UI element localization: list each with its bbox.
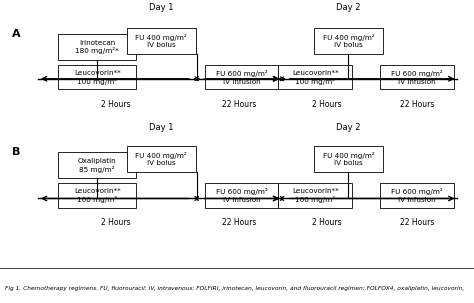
Text: 22 Hours: 22 Hours	[400, 100, 434, 109]
FancyBboxPatch shape	[58, 183, 136, 208]
Text: 2 Hours: 2 Hours	[101, 218, 131, 227]
Text: Day 2: Day 2	[336, 123, 361, 132]
Text: Day 1: Day 1	[149, 123, 173, 132]
Text: 22 Hours: 22 Hours	[222, 218, 256, 227]
FancyBboxPatch shape	[205, 65, 279, 89]
Text: FU 600 mg/m²
IV infusion: FU 600 mg/m² IV infusion	[216, 70, 268, 85]
FancyBboxPatch shape	[314, 146, 383, 172]
Text: FU 400 mg/m²
IV bolus: FU 400 mg/m² IV bolus	[322, 152, 374, 166]
FancyBboxPatch shape	[58, 34, 136, 60]
Text: 22 Hours: 22 Hours	[400, 218, 434, 227]
Text: FU 600 mg/m²
IV infusion: FU 600 mg/m² IV infusion	[391, 70, 443, 85]
Text: B: B	[12, 147, 20, 157]
Text: Leucovorin**
100 mg/m²: Leucovorin** 100 mg/m²	[292, 188, 338, 203]
Text: FU 400 mg/m²
IV bolus: FU 400 mg/m² IV bolus	[135, 152, 187, 166]
Text: Irinotecan
180 mg/m²*: Irinotecan 180 mg/m²*	[75, 40, 119, 54]
Text: A: A	[12, 29, 20, 39]
FancyBboxPatch shape	[127, 28, 195, 54]
FancyBboxPatch shape	[380, 65, 454, 89]
FancyBboxPatch shape	[127, 146, 195, 172]
Text: FU 400 mg/m²
IV bolus: FU 400 mg/m² IV bolus	[322, 34, 374, 48]
Text: Leucovorin**
100 mg/m²: Leucovorin** 100 mg/m²	[74, 188, 120, 203]
Text: Day 1: Day 1	[149, 3, 173, 12]
Text: FU 400 mg/m²
IV bolus: FU 400 mg/m² IV bolus	[135, 34, 187, 48]
FancyBboxPatch shape	[205, 183, 279, 208]
Text: 22 Hours: 22 Hours	[222, 100, 256, 109]
Text: Day 2: Day 2	[336, 3, 361, 12]
Text: 2 Hours: 2 Hours	[312, 100, 342, 109]
Text: Leucovorin**
100 mg/m²: Leucovorin** 100 mg/m²	[292, 70, 338, 85]
Text: Fig 1. Chemotherapy regimens. FU, fluorouracil; IV, intravenous; FOLFIRI, irinot: Fig 1. Chemotherapy regimens. FU, fluoro…	[5, 286, 464, 291]
Text: FU 600 mg/m²
IV infusion: FU 600 mg/m² IV infusion	[391, 188, 443, 203]
Text: 2 Hours: 2 Hours	[312, 218, 342, 227]
Text: 2 Hours: 2 Hours	[101, 100, 131, 109]
Text: Oxaliplatin
85 mg/m²: Oxaliplatin 85 mg/m²	[78, 158, 117, 172]
FancyBboxPatch shape	[380, 183, 454, 208]
FancyBboxPatch shape	[279, 65, 352, 89]
FancyBboxPatch shape	[279, 183, 352, 208]
FancyBboxPatch shape	[58, 152, 136, 178]
FancyBboxPatch shape	[314, 28, 383, 54]
Text: Leucovorin**
100 mg/m²: Leucovorin** 100 mg/m²	[74, 70, 120, 85]
Text: FU 600 mg/m²
IV infusion: FU 600 mg/m² IV infusion	[216, 188, 268, 203]
FancyBboxPatch shape	[58, 65, 136, 89]
